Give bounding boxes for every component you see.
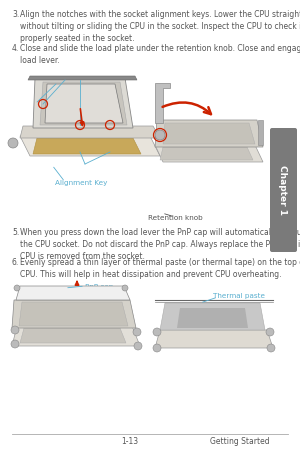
Circle shape xyxy=(266,328,274,336)
Polygon shape xyxy=(19,302,128,326)
Circle shape xyxy=(8,138,18,148)
Polygon shape xyxy=(155,120,263,147)
Text: Chapter 1: Chapter 1 xyxy=(278,165,287,215)
Polygon shape xyxy=(155,330,273,348)
Text: 5.: 5. xyxy=(12,228,19,237)
Polygon shape xyxy=(258,120,263,145)
Polygon shape xyxy=(16,286,130,300)
Text: Retention knob: Retention knob xyxy=(148,215,202,221)
Polygon shape xyxy=(45,84,123,123)
FancyBboxPatch shape xyxy=(270,128,297,252)
Polygon shape xyxy=(20,136,160,156)
Text: Close and slide the load plate under the retention knob. Close and engage the
lo: Close and slide the load plate under the… xyxy=(20,44,300,65)
Polygon shape xyxy=(33,78,133,128)
Polygon shape xyxy=(12,300,136,328)
Polygon shape xyxy=(40,82,127,125)
Circle shape xyxy=(14,285,20,291)
Circle shape xyxy=(153,328,161,336)
Circle shape xyxy=(134,342,142,350)
Circle shape xyxy=(153,344,161,352)
Polygon shape xyxy=(20,126,160,138)
Text: Alignment Key: Alignment Key xyxy=(55,180,107,186)
Text: 6.: 6. xyxy=(12,258,19,267)
Polygon shape xyxy=(28,76,137,80)
Polygon shape xyxy=(160,147,253,160)
Polygon shape xyxy=(160,303,265,330)
Text: 1-13: 1-13 xyxy=(122,436,139,446)
Circle shape xyxy=(155,130,165,140)
Text: Getting Started: Getting Started xyxy=(210,436,270,446)
FancyArrowPatch shape xyxy=(163,103,211,114)
Polygon shape xyxy=(155,83,170,123)
Text: Thermal paste: Thermal paste xyxy=(213,293,265,299)
Polygon shape xyxy=(33,138,141,154)
Polygon shape xyxy=(155,145,263,162)
Text: PnP cap: PnP cap xyxy=(85,284,113,290)
Polygon shape xyxy=(20,328,126,343)
Circle shape xyxy=(267,344,275,352)
Text: CPU notches: CPU notches xyxy=(57,79,102,85)
Polygon shape xyxy=(12,326,140,346)
Polygon shape xyxy=(177,308,248,328)
Circle shape xyxy=(11,340,19,348)
Text: Align the notches with the socket alignment keys. Lower the CPU straight down,
w: Align the notches with the socket alignm… xyxy=(20,10,300,43)
Text: When you press down the load lever the PnP cap will automatically pop up from
th: When you press down the load lever the P… xyxy=(20,228,300,261)
Text: 4.: 4. xyxy=(12,44,19,53)
Circle shape xyxy=(11,326,19,334)
Circle shape xyxy=(133,328,141,336)
Circle shape xyxy=(122,285,128,291)
Text: Evenly spread a thin layer of thermal paste (or thermal tape) on the top of the
: Evenly spread a thin layer of thermal pa… xyxy=(20,258,300,279)
Polygon shape xyxy=(163,123,255,144)
Text: 3.: 3. xyxy=(12,10,19,19)
